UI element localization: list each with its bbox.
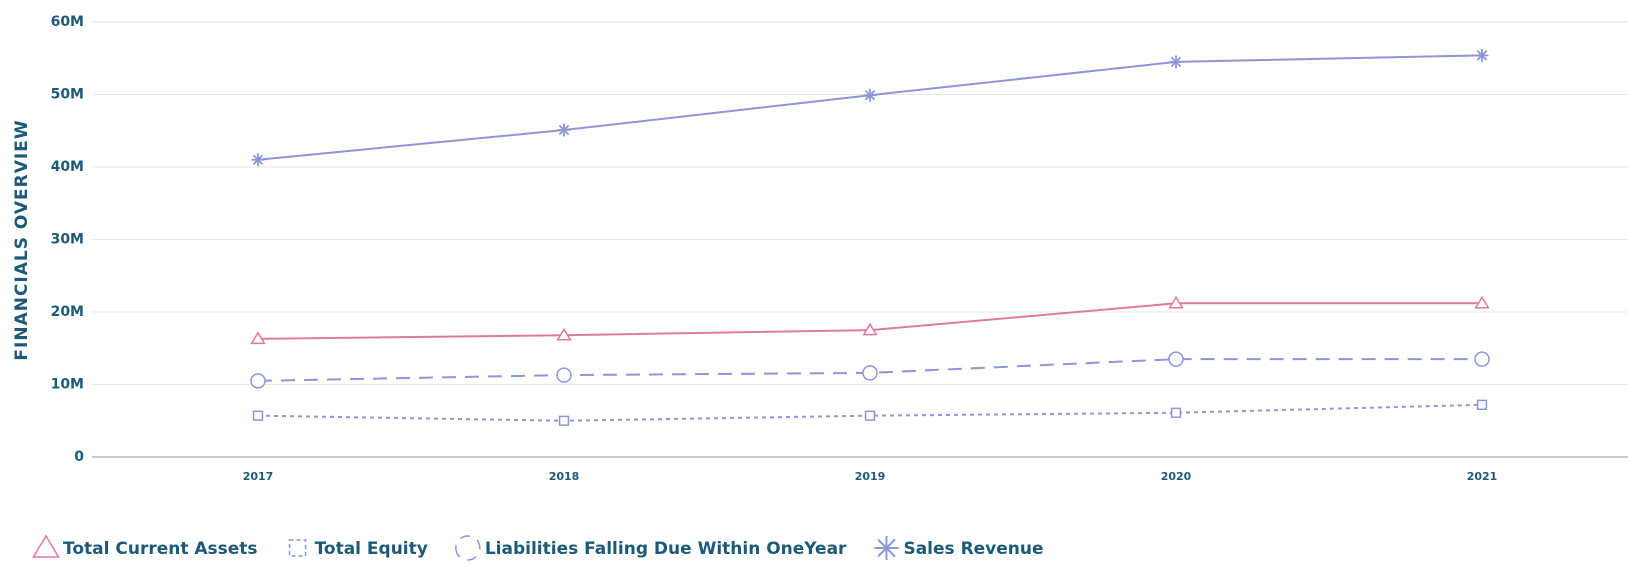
data-point — [250, 331, 266, 345]
y-tick-label: 20M — [51, 304, 84, 320]
data-point — [251, 153, 265, 167]
data-point — [557, 123, 571, 137]
data-point — [558, 415, 570, 426]
data-point — [1170, 407, 1182, 418]
legend-label: Sales Revenue — [903, 539, 1043, 559]
y-tick-label: 50M — [51, 87, 84, 103]
legend-marker — [874, 536, 899, 560]
x-tick-label: 2021 — [1467, 470, 1498, 483]
data-point — [250, 373, 266, 389]
y-tick-label: 40M — [51, 159, 84, 175]
data-point — [862, 365, 878, 381]
legend-marker — [32, 534, 60, 558]
y-tick-label: 10M — [51, 377, 84, 393]
data-point — [1168, 351, 1184, 367]
data-point — [1475, 48, 1489, 62]
legend-label: Total Current Assets — [63, 539, 258, 559]
series-line — [257, 54, 1483, 161]
legend-label: Total Equity — [315, 539, 428, 559]
data-point — [864, 410, 876, 421]
x-tick-label: 2019 — [855, 470, 886, 483]
legend-marker — [455, 535, 481, 561]
legend-label: Liabilities Falling Due Within OneYear — [485, 539, 847, 559]
data-point — [863, 88, 877, 102]
data-point — [1476, 399, 1488, 410]
y-tick-label: 0 — [74, 449, 84, 465]
data-point — [1474, 295, 1490, 309]
data-point — [1168, 295, 1184, 309]
data-point — [252, 410, 264, 421]
data-point — [1474, 351, 1490, 367]
y-tick-label: 60M — [51, 14, 84, 30]
x-tick-label: 2020 — [1161, 470, 1192, 483]
y-tick-label: 30M — [51, 232, 84, 248]
x-tick-label: 2018 — [549, 470, 580, 483]
data-point — [1169, 55, 1183, 69]
data-point — [556, 367, 572, 383]
x-tick-label: 2017 — [243, 470, 274, 483]
data-point — [862, 322, 878, 336]
y-axis-label: FINANCIALS OVERVIEW — [12, 119, 32, 360]
data-point — [556, 327, 572, 341]
series-line — [257, 358, 1482, 382]
legend-marker — [288, 539, 307, 557]
